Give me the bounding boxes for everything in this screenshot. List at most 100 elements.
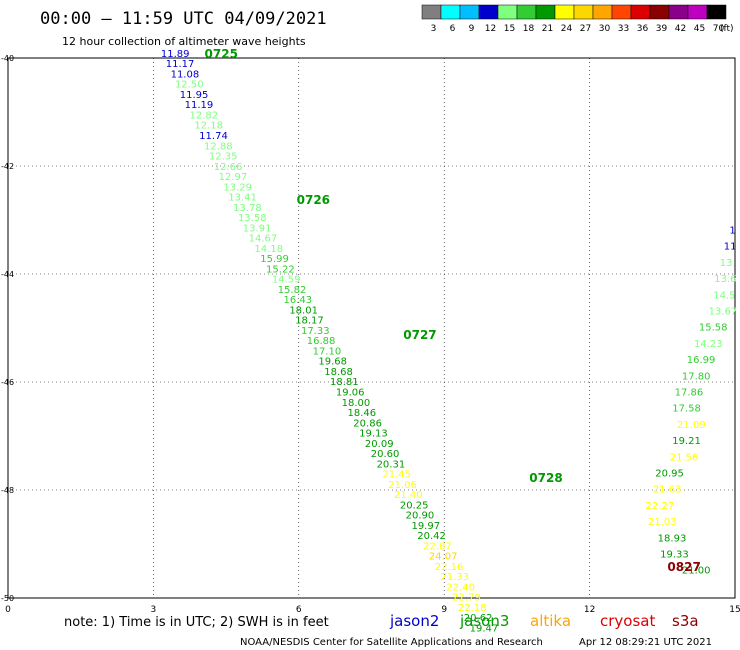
satellite-legend: jason2 jason3 altika cryosat s3a bbox=[389, 612, 699, 630]
color-scale-unit: (ft) bbox=[720, 24, 734, 34]
color-bin-label: 15 bbox=[504, 24, 515, 34]
swh-value-point: 12.35 bbox=[209, 152, 238, 163]
chart-title: 00:00 — 11:59 UTC 04/09/2021 bbox=[40, 9, 327, 29]
swh-value-point: 20.09 bbox=[365, 439, 394, 450]
color-bin-label: 9 bbox=[469, 24, 475, 34]
color-bin-12 bbox=[478, 4, 499, 20]
swh-value-point: 16.99 bbox=[687, 355, 716, 366]
swh-value-point: 13.6 bbox=[714, 274, 736, 285]
swh-value-point: 19.68 bbox=[318, 357, 347, 368]
pass-time-label: 0728 bbox=[529, 471, 562, 485]
swh-value-point: 18.93 bbox=[658, 533, 687, 544]
swh-value-point: 13.78 bbox=[233, 203, 262, 214]
color-bin-3 bbox=[421, 4, 442, 20]
swh-value-point: 13.58 bbox=[238, 213, 267, 224]
swh-value-point: 15.22 bbox=[266, 264, 295, 275]
swh-value-point: 24.07 bbox=[429, 552, 458, 563]
swh-value-point: 21.06 bbox=[388, 480, 417, 491]
swh-value-point: 14.5 bbox=[713, 290, 735, 301]
footer-credit: NOAA/NESDIS Center for Satellite Applica… bbox=[240, 637, 543, 648]
color-bin-24 bbox=[554, 4, 575, 20]
x-tick-label: 3 bbox=[151, 605, 157, 615]
swh-value-point: 11.19 bbox=[185, 100, 214, 111]
pass-time-label: 0827 bbox=[667, 560, 700, 574]
swh-value-point: 20.95 bbox=[655, 469, 684, 480]
color-bin-label: 12 bbox=[485, 24, 496, 34]
swh-value-point: 17.58 bbox=[672, 404, 701, 415]
color-bin-70 bbox=[706, 4, 727, 20]
swh-value-point: 22.16 bbox=[435, 562, 464, 573]
x-tick-label: 12 bbox=[584, 605, 595, 615]
swh-value-point: 20.90 bbox=[406, 511, 435, 522]
swh-value-point: 22.18 bbox=[458, 603, 487, 614]
time-labels: 0725 0726 0727 0728 0827 bbox=[205, 47, 701, 574]
swh-value-point: 12.66 bbox=[214, 162, 243, 173]
swh-value-point: 21.33 bbox=[441, 572, 470, 583]
color-bin-label: 45 bbox=[694, 24, 705, 34]
swh-value-point: 14.23 bbox=[694, 339, 723, 350]
swh-value-point: 14.18 bbox=[254, 244, 283, 255]
swh-value-point: 13. bbox=[720, 258, 736, 269]
swh-value-point: 11.95 bbox=[180, 90, 209, 101]
color-bin-36 bbox=[630, 4, 651, 20]
swh-value-point: 21.45 bbox=[382, 470, 411, 481]
y-tick-label: -50 bbox=[1, 594, 14, 603]
color-bin-label: 70 bbox=[713, 24, 725, 34]
swh-value-point: 19.21 bbox=[672, 436, 701, 447]
swh-value-point: 21.03 bbox=[648, 517, 677, 528]
swh-value-point: 22.87 bbox=[423, 541, 452, 552]
plot-frame bbox=[7, 57, 736, 599]
y-tick-label: -48 bbox=[1, 486, 14, 495]
data-points: 11.8911.1711.0812.5011.9511.1912.8212.18… bbox=[161, 49, 737, 635]
swh-value-point: 20.86 bbox=[353, 418, 382, 429]
swh-value-point: 11 bbox=[724, 242, 737, 253]
swh-value-point: 21.63 bbox=[653, 485, 682, 496]
swh-value-point: 13.67 bbox=[709, 307, 738, 318]
swh-value-point: 20.62 bbox=[464, 613, 493, 624]
swh-value-point: 18.00 bbox=[342, 398, 371, 409]
footer-timestamp: Apr 12 08:29:21 UTC 2021 bbox=[579, 637, 712, 648]
swh-value-point: 12.97 bbox=[219, 172, 248, 183]
color-bin-label: 3 bbox=[431, 24, 437, 34]
swh-value-point: 17.80 bbox=[682, 371, 711, 382]
swh-value-point: 16.88 bbox=[307, 336, 336, 347]
swh-value-point: 20.60 bbox=[371, 449, 400, 460]
x-tick-label: 15 bbox=[729, 605, 740, 615]
color-bin-label: 39 bbox=[656, 24, 668, 34]
swh-value-point: 11.17 bbox=[166, 59, 195, 70]
color-bin-label: 33 bbox=[618, 24, 629, 34]
color-bin-label: 36 bbox=[637, 24, 649, 34]
swh-value-point: 19.13 bbox=[359, 429, 388, 440]
color-bin-33 bbox=[611, 4, 632, 20]
swh-value-point: 18.46 bbox=[347, 408, 376, 419]
color-bin-15 bbox=[497, 4, 518, 20]
color-bin-label: 30 bbox=[599, 24, 611, 34]
swh-value-point: 20.42 bbox=[417, 531, 446, 542]
color-bin-label: 27 bbox=[580, 24, 591, 34]
footer-note: note: 1) Time is in UTC; 2) SWH is in fe… bbox=[64, 615, 329, 630]
color-bin-39 bbox=[649, 4, 670, 20]
color-bin-label: 6 bbox=[450, 24, 456, 34]
satellite-legend-jason2: jason2 bbox=[389, 612, 439, 630]
grid-lines bbox=[8, 58, 735, 598]
wave-height-color-scale: 3 6 9 12 15 18 21 24 27 30 33 36 39 42 45 70(ft) bbox=[421, 4, 734, 34]
satellite-legend-s3a: s3a bbox=[672, 612, 699, 630]
color-bin-label: 18 bbox=[523, 24, 535, 34]
y-tick-label: -40 bbox=[1, 54, 14, 63]
swh-value-point: 22.40 bbox=[446, 582, 475, 593]
swh-value-point: 11.08 bbox=[171, 69, 200, 80]
satellite-legend-cryosat: cryosat bbox=[600, 612, 655, 630]
color-bin-27 bbox=[573, 4, 594, 20]
swh-value-point: 12.82 bbox=[189, 110, 218, 121]
color-bin-21 bbox=[535, 4, 556, 20]
x-tick-label: 6 bbox=[296, 605, 302, 615]
swh-value-point: 13.41 bbox=[228, 193, 257, 204]
swh-value-point: 11.89 bbox=[161, 49, 190, 60]
y-tick-label: -42 bbox=[1, 162, 14, 171]
y-tick-label: -46 bbox=[1, 378, 14, 387]
swh-value-point: 20.25 bbox=[400, 500, 429, 511]
swh-value-point: 21.56 bbox=[670, 452, 699, 463]
y-tick-label: -44 bbox=[1, 270, 14, 279]
swh-value-point: 11.74 bbox=[199, 131, 228, 142]
